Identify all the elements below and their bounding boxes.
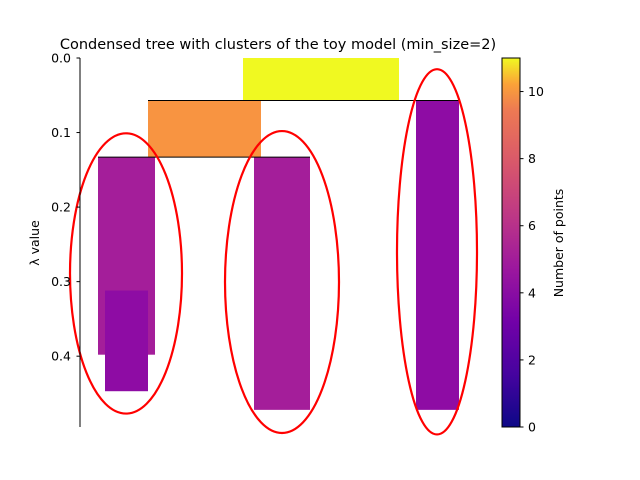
colorbar-gradient (501, 57, 521, 428)
y-tick-label: 0.4 (51, 349, 71, 364)
branch-bar-right-leaf (416, 100, 459, 410)
colorbar-tick-label: 2 (528, 352, 536, 367)
colorbar: 0 2 4 6 8 10 Number of points (501, 57, 566, 435)
colorbar-tick-label: 10 (528, 84, 544, 99)
branch-bar-middle-leaf (254, 157, 310, 410)
selection-ellipse-middle-leaf (223, 129, 341, 435)
y-tick-label: 0.1 (51, 125, 71, 140)
colorbar-label: Number of points (551, 189, 566, 298)
branch-bar-left-leaf-tail (105, 290, 148, 392)
colorbar-tick-label: 4 (528, 285, 536, 300)
branch-bar-root (243, 58, 399, 101)
y-axis-ticks: 0.0 0.1 0.2 0.3 0.4 (51, 51, 80, 364)
split-lines (98, 99, 459, 158)
selected-cluster-ellipses (68, 68, 479, 436)
y-tick-label: 0.2 (51, 200, 71, 215)
selection-ellipse-left-leaf (68, 132, 184, 415)
colorbar-tick-label: 8 (528, 151, 536, 166)
colorbar-tick-label: 6 (528, 218, 536, 233)
colorbar-tick-label: 0 (528, 420, 536, 435)
plot-area (68, 58, 479, 436)
branch-bar-left-parent (148, 100, 261, 158)
colorbar-ticks: 0 2 4 6 8 10 (520, 84, 544, 435)
y-axis-label: λ value (27, 220, 42, 266)
selection-ellipse-right-leaf (395, 68, 479, 436)
y-tick-label: 0.3 (51, 274, 71, 289)
chart-title: Condensed tree with clusters of the toy … (60, 37, 496, 53)
branch-bars (98, 58, 459, 410)
y-tick-label: 0.0 (51, 51, 71, 66)
